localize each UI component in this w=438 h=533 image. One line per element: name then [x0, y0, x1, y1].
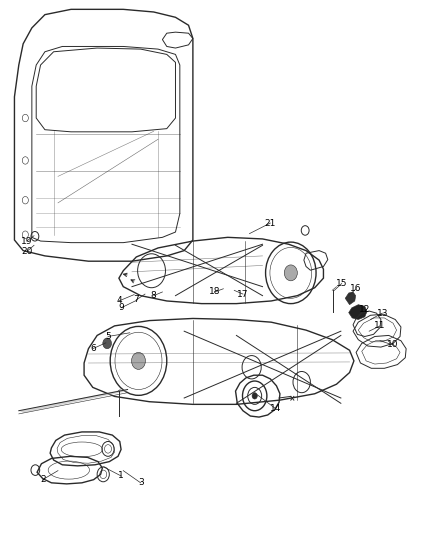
Text: 6: 6: [90, 344, 95, 353]
Text: 4: 4: [116, 296, 122, 305]
Text: 3: 3: [138, 478, 144, 487]
Text: 13: 13: [376, 309, 388, 318]
Polygon shape: [345, 292, 356, 305]
Text: 2: 2: [40, 475, 46, 484]
Text: 9: 9: [118, 303, 124, 312]
Text: 11: 11: [374, 321, 386, 330]
Polygon shape: [19, 390, 127, 413]
Text: 10: 10: [387, 341, 399, 350]
Polygon shape: [349, 305, 367, 319]
Text: 14: 14: [270, 404, 281, 413]
Text: 12: 12: [359, 305, 371, 314]
Circle shape: [103, 338, 112, 349]
Text: 8: 8: [151, 291, 157, 300]
Text: 5: 5: [105, 332, 111, 341]
Text: 16: 16: [350, 284, 362, 293]
Text: 18: 18: [209, 287, 220, 296]
Text: 1: 1: [118, 471, 124, 480]
Text: 19: 19: [21, 237, 32, 246]
Text: 7: 7: [134, 295, 139, 304]
Text: 17: 17: [237, 289, 249, 298]
Circle shape: [131, 352, 145, 369]
Circle shape: [252, 393, 257, 399]
Circle shape: [284, 265, 297, 281]
Text: 21: 21: [265, 219, 276, 228]
Text: 15: 15: [336, 279, 347, 288]
Text: 20: 20: [21, 247, 32, 256]
